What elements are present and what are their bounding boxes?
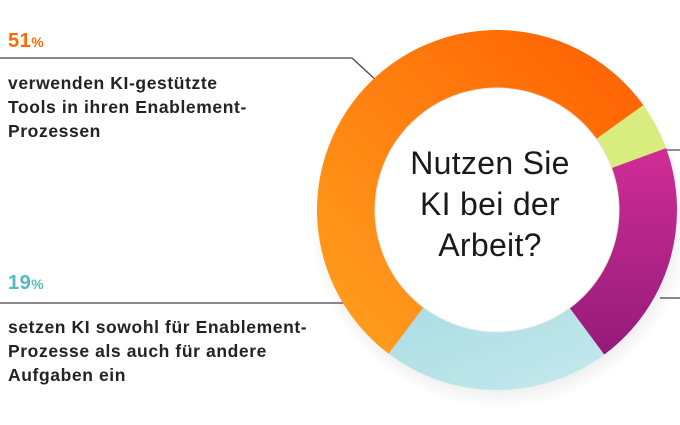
callout-51: 51% verwenden KI-gestützte Tools in ihre… (8, 30, 308, 143)
callout-19: 19% setzen KI sowohl für Enablement- Pro… (8, 272, 338, 387)
callout-19-line: Aufgaben ein (8, 365, 127, 385)
callout-51-line: verwenden KI-gestützte (8, 73, 218, 93)
leader-line-1-diagonal (351, 57, 379, 83)
callout-19-line: setzen KI sowohl für Enablement- (8, 317, 308, 337)
callout-51-text: verwenden KI-gestützte Tools in ihren En… (8, 71, 308, 143)
donut-hole (374, 87, 620, 333)
callout-51-percent: 51% (8, 30, 308, 53)
callout-51-unit: % (31, 34, 45, 50)
slice-orange (317, 30, 644, 354)
center-title-line: Arbeit? (438, 227, 542, 263)
callout-19-value: 19 (8, 272, 32, 294)
callout-51-value: 51 (8, 30, 32, 52)
center-title-line: KI bei der (420, 186, 560, 222)
callout-19-unit: % (31, 276, 45, 292)
callout-51-line: Tools in ihren Enablement- (8, 97, 247, 117)
callout-51-line: Prozessen (8, 121, 101, 141)
center-title-line: Nutzen Sie (410, 145, 570, 181)
callout-19-line: Prozesse als auch für andere (8, 341, 267, 361)
slice-lime (596, 105, 667, 169)
donut-center-title: Nutzen Sie KI bei der Arbeit? (390, 143, 590, 266)
callout-19-percent: 19% (8, 272, 338, 295)
callout-19-text: setzen KI sowohl für Enablement- Prozess… (8, 315, 338, 387)
slice-magenta (569, 148, 677, 355)
slice-teal (388, 307, 605, 390)
